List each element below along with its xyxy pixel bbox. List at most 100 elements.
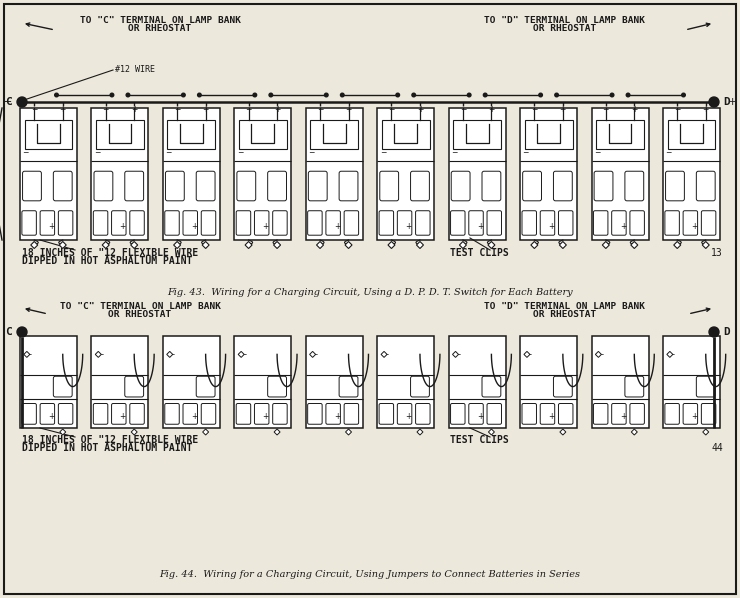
Text: D: D [724,327,730,337]
FancyBboxPatch shape [22,404,36,424]
Text: +: + [120,222,126,231]
Polygon shape [274,429,280,435]
Circle shape [396,93,400,97]
Text: +: + [406,222,411,231]
Polygon shape [381,352,387,358]
FancyBboxPatch shape [130,404,144,424]
Text: +: + [631,105,637,114]
Polygon shape [488,242,495,249]
Bar [239,120,287,149]
Polygon shape [703,429,709,435]
Text: +: + [727,97,737,107]
Text: +: + [263,222,269,231]
Circle shape [682,93,685,97]
FancyBboxPatch shape [594,171,613,201]
Text: 18 INCHES OF "12 FLEXIBLE WIRE: 18 INCHES OF "12 FLEXIBLE WIRE [22,435,198,445]
FancyBboxPatch shape [125,376,144,397]
Polygon shape [102,242,110,249]
Circle shape [126,93,130,97]
FancyBboxPatch shape [696,171,715,201]
Circle shape [181,93,185,97]
Bar [520,108,577,240]
FancyBboxPatch shape [411,376,429,397]
FancyBboxPatch shape [487,210,502,235]
Text: +: + [691,222,698,231]
Polygon shape [166,352,172,358]
Polygon shape [388,242,395,249]
Text: +: + [559,105,566,114]
FancyBboxPatch shape [379,210,394,235]
Text: Fig. 43.  Wiring for a Charging Circuit, Using a D. P. D. T. Switch for Each Bat: Fig. 43. Wiring for a Charging Circuit, … [167,288,573,297]
Text: TO "D" TERMINAL ON LAMP BANK: TO "D" TERMINAL ON LAMP BANK [485,16,645,25]
Text: −: − [460,105,466,114]
FancyBboxPatch shape [593,404,608,424]
Text: OR RHEOSTAT: OR RHEOSTAT [534,310,596,319]
Bar [20,108,77,240]
FancyBboxPatch shape [112,210,126,235]
Text: −: − [103,105,109,114]
Circle shape [483,93,487,97]
FancyBboxPatch shape [236,404,251,424]
Text: +: + [477,222,483,231]
Bar [306,108,363,240]
Text: −: − [597,350,603,359]
Polygon shape [202,242,209,249]
Text: +: + [406,413,411,422]
Circle shape [110,93,114,97]
FancyBboxPatch shape [196,376,215,397]
Polygon shape [559,242,566,249]
Text: −: − [237,148,243,157]
Bar [591,108,648,240]
Text: −: − [97,350,103,359]
Text: −: − [309,148,314,157]
FancyBboxPatch shape [112,404,126,424]
Text: +: + [48,413,55,422]
Polygon shape [346,429,352,435]
FancyBboxPatch shape [201,404,216,424]
Polygon shape [531,242,538,249]
FancyBboxPatch shape [482,376,501,397]
FancyBboxPatch shape [411,171,429,201]
Text: +: + [548,413,555,422]
FancyBboxPatch shape [451,404,465,424]
Text: +: + [702,105,709,114]
FancyBboxPatch shape [416,210,430,235]
Text: +: + [691,413,698,422]
Bar [453,120,501,149]
Text: +: + [191,222,198,231]
FancyBboxPatch shape [683,404,698,424]
FancyBboxPatch shape [339,376,358,397]
Bar [24,120,73,149]
Text: −: − [531,105,537,114]
FancyBboxPatch shape [683,210,698,235]
Bar [306,336,363,428]
FancyBboxPatch shape [125,171,144,201]
FancyBboxPatch shape [22,210,36,235]
Text: +: + [548,222,555,231]
Bar [525,120,573,149]
Text: +: + [59,105,66,114]
Text: +: + [334,222,340,231]
Text: +: + [263,413,269,422]
Text: DIPPED IN HOT ASPHALTUM PAINT: DIPPED IN HOT ASPHALTUM PAINT [22,256,192,266]
Text: −: − [674,105,681,114]
Text: OR RHEOSTAT: OR RHEOSTAT [128,24,192,33]
Circle shape [17,97,27,107]
FancyBboxPatch shape [53,376,73,397]
FancyBboxPatch shape [94,171,112,201]
Text: −: − [522,148,529,157]
Bar [310,120,358,149]
FancyBboxPatch shape [630,210,645,235]
FancyBboxPatch shape [612,404,626,424]
FancyBboxPatch shape [593,210,608,235]
FancyBboxPatch shape [40,210,55,235]
Polygon shape [702,242,709,249]
Bar [377,336,434,428]
Text: +: + [619,222,626,231]
Polygon shape [309,352,316,358]
Text: +: + [203,105,209,114]
Bar [92,336,149,428]
Text: −: − [525,350,532,359]
Circle shape [539,93,542,97]
FancyBboxPatch shape [540,404,555,424]
